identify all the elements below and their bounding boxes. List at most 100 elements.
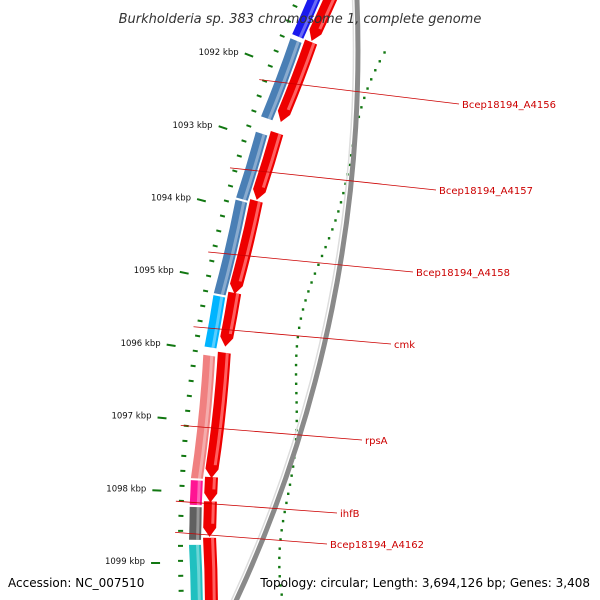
leader-line xyxy=(193,326,392,345)
gc-dot xyxy=(348,163,351,167)
tick-mark xyxy=(205,274,212,278)
gc-dot xyxy=(304,299,307,302)
gc-dot xyxy=(279,584,282,587)
gene-block-shade xyxy=(211,296,224,349)
tick-mark xyxy=(216,229,222,233)
gene-label: rpsA xyxy=(365,436,388,447)
gc-dot xyxy=(291,465,295,468)
gc-dot xyxy=(294,373,298,376)
leader-line xyxy=(259,79,460,105)
tick-mark xyxy=(186,394,192,398)
gc-dot xyxy=(339,201,343,204)
gene-label: Bcep18194_A4158 xyxy=(416,268,510,279)
gene-labels: Bcep18194_A4156 Bcep18194_A4157 Bcep18194_… xyxy=(175,79,556,551)
tick-mark xyxy=(202,289,209,293)
tick-mark xyxy=(267,64,273,68)
tick-mark xyxy=(209,259,215,263)
gc-dot xyxy=(337,210,340,213)
gc-dot xyxy=(301,308,305,311)
gc-dot xyxy=(349,154,353,157)
gene-label: cmk xyxy=(394,340,415,351)
gene-label: ihfB xyxy=(340,509,360,520)
tick-mark xyxy=(285,19,292,23)
gc-dot xyxy=(317,263,320,266)
tick-mark xyxy=(223,199,230,203)
tick-mark xyxy=(227,184,234,188)
scale-dash xyxy=(179,270,189,275)
gc-dot xyxy=(327,237,331,240)
tick-mark xyxy=(251,109,257,113)
tick-mark xyxy=(236,154,242,158)
forward-cds-block xyxy=(203,537,218,600)
gene-label: Bcep18194_A4156 xyxy=(462,100,556,111)
gc-dot xyxy=(374,69,377,72)
backbone-ring xyxy=(230,0,361,600)
gc-dot xyxy=(278,565,281,569)
gc-dot xyxy=(295,345,299,348)
forward-cds-block xyxy=(204,476,219,503)
gc-dot xyxy=(313,272,317,275)
scale-dash xyxy=(196,198,207,203)
gc-dot-track xyxy=(278,51,386,596)
leader-line xyxy=(229,167,437,191)
accession-text: Accession: NC_007510 xyxy=(8,576,144,590)
scale-label: 1098 kbp xyxy=(106,484,146,494)
backbone-arc xyxy=(233,0,361,600)
gene-block-shade xyxy=(196,480,201,506)
scale-label: 1094 kbp xyxy=(151,194,191,204)
gc-dot xyxy=(295,391,298,395)
tick-mark xyxy=(212,244,218,248)
scale-dash xyxy=(244,52,254,58)
forward-cds-highlight xyxy=(211,501,215,524)
gc-dot xyxy=(357,115,361,119)
gene-block-shade xyxy=(298,0,319,38)
gene-block xyxy=(261,38,302,121)
tick-mark xyxy=(190,364,196,368)
scale-label: 1095 kbp xyxy=(134,266,174,276)
gc-dot xyxy=(295,354,298,357)
gene-block xyxy=(189,506,202,540)
scale-label: 1093 kbp xyxy=(173,121,213,131)
gene-label: Bcep18194_A4157 xyxy=(439,186,533,197)
gene-label: Bcep18194_A4162 xyxy=(330,540,424,551)
gene-block xyxy=(189,544,203,600)
scale-labels: 1092 kbp 1093 kbp 1094 kbp 1095 kbp 1096 kbp… xyxy=(105,48,254,567)
tick-mark xyxy=(232,169,238,173)
forward-strand-track xyxy=(203,0,338,600)
gc-dot xyxy=(280,529,283,532)
gc-dot xyxy=(360,106,363,109)
forward-cds-highlight xyxy=(318,0,335,30)
gc-dot xyxy=(296,335,300,339)
gene-block-shade xyxy=(267,40,300,120)
scale-label: 1096 kbp xyxy=(121,339,161,349)
forward-cds-highlight xyxy=(286,42,316,111)
gc-dot xyxy=(324,245,327,249)
tick-mark xyxy=(292,4,298,8)
scale-dash xyxy=(166,343,176,347)
gc-dot xyxy=(294,363,298,367)
gc-dot xyxy=(280,593,283,596)
gc-dot xyxy=(278,556,281,560)
gc-dot xyxy=(320,254,324,258)
gene-block-shade xyxy=(220,201,246,296)
scale-dash xyxy=(218,125,228,130)
reverse-strand-track xyxy=(189,0,321,600)
gc-dot xyxy=(285,501,288,505)
gc-dot xyxy=(295,401,298,404)
tick-mark xyxy=(246,124,252,128)
gc-dot xyxy=(288,483,292,486)
gc-dot xyxy=(295,419,298,423)
gene-block xyxy=(190,354,216,479)
gc-dot xyxy=(307,290,310,293)
map-title: Burkholderia sp. 383 chromosome 1, compl… xyxy=(119,12,482,27)
scale-label: 1099 kbp xyxy=(105,557,145,567)
gc-dot xyxy=(281,519,285,523)
leader-line xyxy=(175,500,338,514)
forward-cds-highlight xyxy=(211,537,216,600)
gene-block xyxy=(189,480,203,506)
tick-mark xyxy=(194,334,201,338)
gene-block-shade xyxy=(197,355,214,479)
gc-dot xyxy=(370,78,373,81)
gene-block xyxy=(236,131,268,201)
backbone-edge xyxy=(230,0,355,600)
